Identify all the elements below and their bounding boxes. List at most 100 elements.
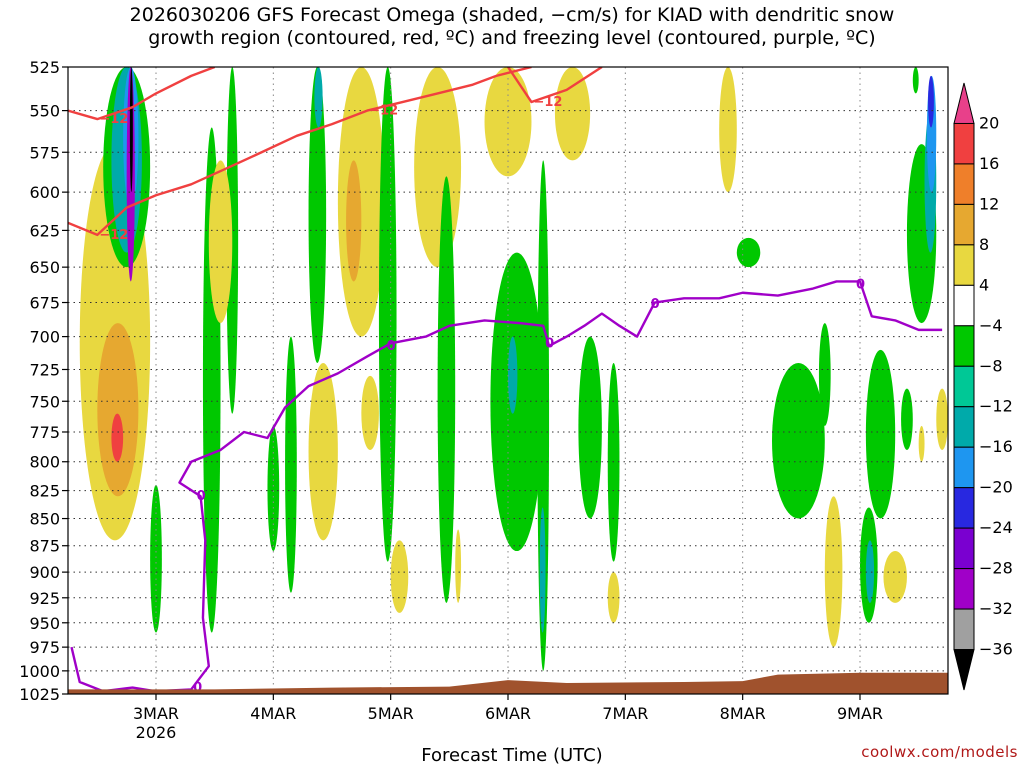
chart-title: 2026030206 GFS Forecast Omega (shaded, −… — [129, 4, 895, 49]
omega-cell — [455, 529, 462, 603]
colorbar-bottom-arrow — [953, 649, 975, 691]
freezing-level-contour — [70, 280, 943, 693]
omega-cell — [285, 336, 297, 593]
y-tick-label: 850 — [29, 510, 60, 529]
x-tick-label: 5MAR — [368, 704, 414, 723]
colorbar-label: 12 — [979, 194, 999, 213]
omega-cell — [267, 425, 280, 552]
y-tick-label: 900 — [29, 563, 60, 582]
omega-cell — [314, 67, 323, 128]
omega-cell — [865, 349, 896, 519]
omega-cell — [378, 67, 397, 562]
omega-cell — [150, 484, 162, 633]
colorbar-swatch — [953, 608, 975, 651]
dendritic-contour-label: −12 — [533, 95, 562, 110]
colorbar-label: −24 — [979, 518, 1013, 537]
terrain-surface — [68, 672, 948, 694]
colorbar-label: −20 — [979, 478, 1013, 497]
omega-cell — [539, 507, 546, 633]
dendritic-contour — [68, 67, 532, 237]
colorbar-label: 20 — [979, 113, 999, 132]
omega-cell — [772, 363, 825, 519]
y-tick-label: 675 — [29, 294, 60, 313]
omega-cell — [308, 67, 327, 364]
omega-cell — [129, 67, 133, 193]
x-axis-label: Forecast Time (UTC) — [421, 745, 603, 766]
y-tick-label: 750 — [29, 392, 60, 411]
omega-cell — [484, 67, 532, 177]
colorbar-label: −32 — [979, 599, 1013, 618]
grid — [68, 67, 948, 694]
y-tick-label: 600 — [29, 183, 60, 202]
colorbar: 20 16 12 8 4 −4 −8 −12 −16 −20 −24 −28 −32 −36 — [953, 82, 1013, 691]
omega-cell — [97, 323, 139, 497]
omega-cell — [490, 252, 544, 552]
y-tick-label: 950 — [29, 614, 60, 633]
dendritic-contour-label: −12 — [369, 104, 398, 119]
colorbar-swatch — [953, 244, 975, 286]
x-tick-label: 4MAR — [250, 704, 296, 723]
freezing-contour-label: 0 — [387, 339, 396, 354]
omega-cell — [346, 160, 362, 282]
colorbar-swatch — [953, 203, 975, 246]
freezing-contour-label: 0 — [193, 681, 202, 696]
x-tick-label: 6MAR — [485, 704, 531, 723]
colorbar-swatch — [953, 163, 975, 205]
omega-cell — [308, 363, 338, 541]
omega-cell — [719, 67, 737, 193]
colorbar-swatch — [953, 446, 975, 489]
x-tick-sublabel: 2026 — [136, 723, 177, 742]
y-tick-label: 550 — [29, 102, 60, 121]
omega-cell — [818, 323, 831, 426]
y-tick-label: 800 — [29, 453, 60, 472]
colorbar-top-arrow — [953, 82, 975, 124]
y-tick-label: 700 — [29, 328, 60, 347]
freezing-contour-label: 0 — [197, 489, 206, 504]
omega-cell — [918, 425, 925, 462]
omega-cell — [111, 413, 124, 462]
colorbar-swatch — [953, 568, 975, 610]
omega-cell — [437, 176, 456, 603]
y-tick-label: 825 — [29, 482, 60, 501]
omega-cell — [883, 551, 907, 603]
colorbar-swatch — [953, 527, 975, 570]
omega-cell — [912, 67, 919, 94]
omega-cell — [865, 540, 875, 603]
omega-cell — [578, 336, 602, 519]
dendritic-contour — [68, 67, 216, 121]
colorbar-label: −36 — [979, 640, 1013, 659]
colorbar-label: −4 — [979, 316, 1003, 335]
x-tick-label: 9MAR — [837, 704, 883, 723]
omega-cell — [928, 75, 934, 128]
y-tick-label: 625 — [29, 221, 60, 240]
omega-cell — [901, 388, 913, 450]
freezing-contour-label: 0 — [651, 297, 660, 312]
terrain-fill — [68, 672, 948, 694]
omega-cell — [390, 540, 409, 613]
colorbar-label: −16 — [979, 437, 1013, 456]
y-tick-label: 575 — [29, 143, 60, 162]
y-tick-label: 1000 — [19, 662, 60, 681]
y-tick-label: 925 — [29, 589, 60, 608]
omega-cell — [508, 336, 518, 414]
omega-cell — [736, 237, 761, 268]
y-tick-label: 775 — [29, 423, 60, 442]
colorbar-label: 4 — [979, 275, 989, 294]
y-tick-label: 1025 — [19, 685, 60, 704]
x-tick-label: 8MAR — [720, 704, 766, 723]
x-tick-label: 3MAR — [133, 704, 179, 723]
freezing-contour-label: 0 — [856, 277, 865, 292]
freezing-contour-label: 0 — [545, 336, 554, 351]
dendritic-contour — [507, 67, 603, 104]
y-tick-label: 650 — [29, 258, 60, 277]
omega-cell — [607, 363, 620, 562]
y-tick-label: 875 — [29, 537, 60, 556]
credit-text: coolwx.com/models — [861, 743, 1018, 761]
colorbar-label: 16 — [979, 154, 999, 173]
omega-cell — [361, 375, 379, 450]
colorbar-swatch — [953, 487, 975, 529]
omega-cell — [554, 67, 591, 161]
colorbar-swatch — [953, 365, 975, 408]
colorbar-label: −12 — [979, 397, 1013, 416]
